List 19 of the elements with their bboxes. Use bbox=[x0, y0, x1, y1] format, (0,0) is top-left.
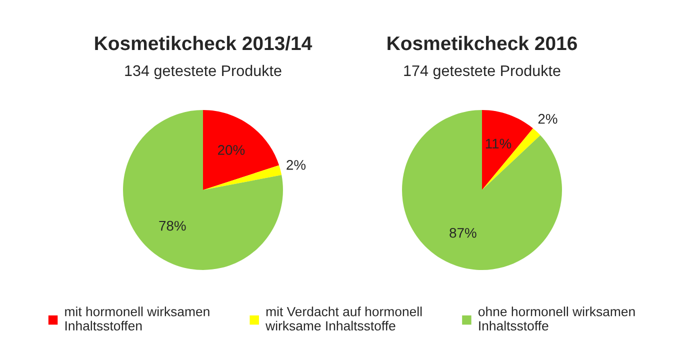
pie-slice bbox=[203, 165, 282, 190]
chart-subtitle: 134 getestete Produkte bbox=[125, 64, 282, 80]
pie-slice bbox=[203, 110, 280, 190]
data-label: 87% bbox=[450, 228, 476, 238]
pie-slice bbox=[402, 110, 562, 270]
legend-label: mit Verdacht auf hormonell wirksame Inhaltsstoffe bbox=[266, 306, 422, 331]
legend-label: ohne hormonell wirksamen Inhaltsstoffe bbox=[478, 306, 635, 331]
data-label: 11% bbox=[486, 138, 512, 149]
data-label: 20% bbox=[218, 145, 245, 155]
data-label: 78% bbox=[159, 220, 186, 231]
pie-slice bbox=[482, 128, 540, 190]
chart-title: Kosmetikcheck 2016 bbox=[388, 36, 577, 50]
data-label: 2% bbox=[538, 114, 558, 124]
pie-slice bbox=[123, 110, 283, 270]
chart-subtitle: 174 getestete Produkte bbox=[404, 64, 560, 80]
data-label: 2% bbox=[286, 160, 306, 170]
legend-label: mit hormonell wirksamen Inhaltsstoffen bbox=[65, 306, 210, 331]
chart-title: Kosmetikcheck 2013/14 bbox=[95, 36, 312, 50]
pie-slice bbox=[482, 110, 533, 190]
